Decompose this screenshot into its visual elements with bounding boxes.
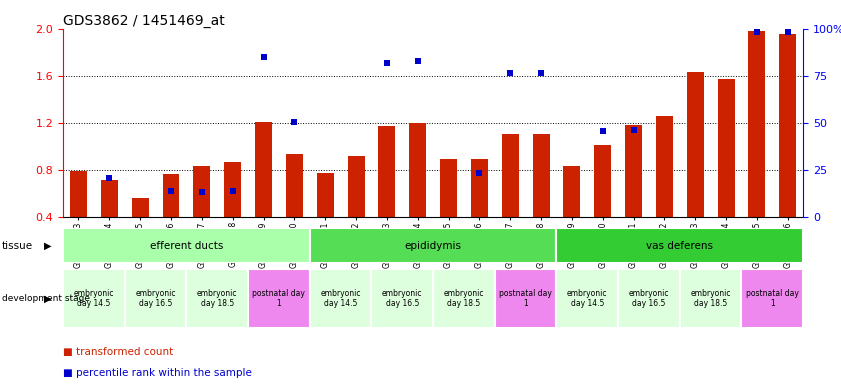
- Bar: [471, 159, 488, 217]
- Bar: [495, 269, 557, 328]
- Text: postnatal day
1: postnatal day 1: [500, 289, 552, 308]
- Point: [195, 189, 209, 195]
- Text: embryonic
day 16.5: embryonic day 16.5: [629, 289, 669, 308]
- Bar: [687, 72, 704, 217]
- Bar: [680, 269, 742, 328]
- Bar: [780, 33, 796, 217]
- Point: [380, 60, 394, 66]
- Bar: [309, 269, 372, 328]
- Point: [750, 29, 764, 35]
- Bar: [625, 125, 642, 217]
- Text: efferent ducts: efferent ducts: [150, 241, 223, 251]
- Point: [164, 188, 177, 194]
- Text: embryonic
day 18.5: embryonic day 18.5: [444, 289, 484, 308]
- Point: [596, 128, 610, 134]
- Bar: [557, 269, 618, 328]
- Bar: [187, 269, 248, 328]
- Bar: [748, 31, 765, 217]
- Bar: [557, 228, 803, 263]
- Bar: [309, 228, 557, 263]
- Bar: [124, 269, 187, 328]
- Bar: [410, 124, 426, 217]
- Text: embryonic
day 14.5: embryonic day 14.5: [567, 289, 607, 308]
- Bar: [317, 173, 334, 217]
- Text: development stage: development stage: [2, 294, 90, 303]
- Text: ■ percentile rank within the sample: ■ percentile rank within the sample: [63, 368, 252, 378]
- Bar: [440, 159, 457, 217]
- Bar: [378, 126, 395, 217]
- Bar: [63, 269, 124, 328]
- Bar: [656, 116, 673, 217]
- Bar: [717, 79, 734, 217]
- Point: [226, 188, 240, 194]
- Bar: [70, 170, 87, 217]
- Text: ▶: ▶: [44, 293, 51, 304]
- Bar: [595, 145, 611, 217]
- Text: postnatal day
1: postnatal day 1: [746, 289, 799, 308]
- Text: ▶: ▶: [44, 241, 51, 251]
- Bar: [132, 197, 149, 217]
- Bar: [255, 122, 272, 217]
- Text: epididymis: epididymis: [405, 241, 462, 251]
- Point: [103, 175, 116, 181]
- Bar: [101, 180, 118, 217]
- Text: embryonic
day 14.5: embryonic day 14.5: [320, 289, 361, 308]
- Text: embryonic
day 16.5: embryonic day 16.5: [135, 289, 176, 308]
- Bar: [193, 166, 210, 217]
- Text: embryonic
day 18.5: embryonic day 18.5: [690, 289, 731, 308]
- Bar: [433, 269, 495, 328]
- Point: [627, 127, 640, 133]
- Bar: [286, 154, 303, 217]
- Bar: [347, 156, 364, 217]
- Text: postnatal day
1: postnatal day 1: [252, 289, 305, 308]
- Point: [257, 54, 270, 60]
- Point: [411, 58, 425, 64]
- Bar: [742, 269, 803, 328]
- Point: [781, 29, 795, 35]
- Bar: [532, 134, 549, 217]
- Bar: [563, 166, 580, 217]
- Bar: [162, 174, 179, 217]
- Bar: [225, 162, 241, 217]
- Text: GDS3862 / 1451469_at: GDS3862 / 1451469_at: [63, 14, 225, 28]
- Point: [534, 70, 547, 76]
- Bar: [618, 269, 680, 328]
- Bar: [63, 228, 309, 263]
- Text: tissue: tissue: [2, 241, 33, 251]
- Bar: [372, 269, 433, 328]
- Text: embryonic
day 18.5: embryonic day 18.5: [197, 289, 237, 308]
- Point: [504, 70, 517, 76]
- Text: embryonic
day 14.5: embryonic day 14.5: [74, 289, 114, 308]
- Text: ■ transformed count: ■ transformed count: [63, 347, 173, 357]
- Point: [288, 119, 301, 125]
- Text: vas deferens: vas deferens: [646, 241, 713, 251]
- Bar: [502, 134, 519, 217]
- Bar: [248, 269, 309, 328]
- Point: [473, 170, 486, 177]
- Text: embryonic
day 16.5: embryonic day 16.5: [382, 289, 422, 308]
